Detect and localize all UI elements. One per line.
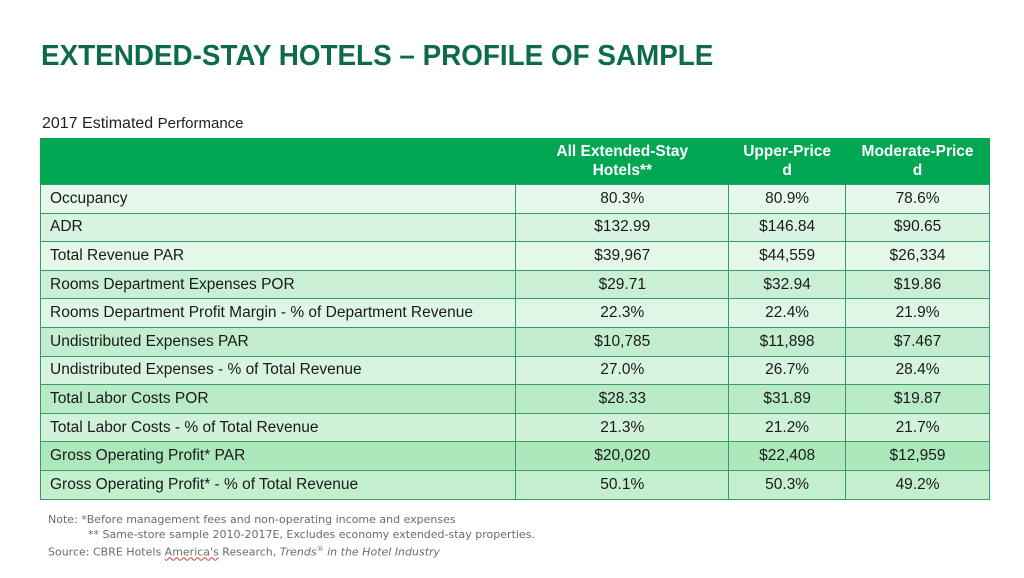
cell-all-extended-stay: $39,967: [515, 241, 730, 271]
source-italic: in the Hotel Industry: [323, 545, 441, 559]
cell-moderate-priced: $7.467: [845, 326, 990, 357]
table-row: Occupancy 80.3% 80.9% 78.6%: [39, 184, 990, 214]
cell-upper-priced: $31.89: [728, 384, 847, 414]
header-line: Hotels**: [592, 162, 652, 179]
cell-upper-priced: 22.4%: [728, 298, 847, 328]
cell-all-extended-stay: $28.33: [515, 384, 730, 414]
row-label: Total Labor Costs - % of Total Revenue: [39, 412, 517, 443]
source-mid: Research,: [218, 545, 280, 559]
cell-all-extended-stay: $29.71: [515, 269, 730, 300]
row-label: Gross Operating Profit* PAR: [39, 441, 517, 471]
source-line: Source: CBRE Hotels America's Research, …: [48, 542, 535, 560]
header-line: d: [912, 162, 923, 179]
cell-upper-priced: $32.94: [728, 269, 847, 300]
table-row: ADR $132.99 $146.84 $90.65: [39, 212, 990, 243]
header-line: d: [782, 162, 792, 179]
header-all-extended-stay: All Extended-Stay Hotels**: [515, 138, 730, 185]
cell-all-extended-stay: 21.3%: [515, 412, 730, 443]
row-label: Rooms Department Profit Margin - % of De…: [39, 298, 517, 328]
footnotes: Note: *Before management fees and non-op…: [48, 512, 535, 560]
cell-upper-priced: $11,898: [728, 326, 847, 357]
row-label: Gross Operating Profit* - % of Total Rev…: [39, 469, 517, 500]
cell-upper-priced: $44,559: [728, 241, 847, 271]
note-line-2: ** Same-store sample 2010-2017E, Exclude…: [88, 528, 535, 541]
row-label: Rooms Department Expenses POR: [39, 269, 517, 300]
header-metric: [39, 138, 517, 185]
header-line: All Extended-Stay: [556, 143, 689, 160]
header-line: Moderate-Price: [861, 143, 974, 160]
source-italic: Trends: [279, 545, 317, 559]
table-row: Rooms Department Expenses POR $29.71 $32.9…: [39, 269, 990, 300]
header-moderate-priced: Moderate-Price d: [845, 138, 990, 185]
cell-upper-priced: 26.7%: [728, 355, 847, 386]
table-body: Occupancy 80.3% 80.9% 78.6% ADR $132.99 $146.8…: [39, 184, 990, 500]
cell-moderate-priced: $26,334: [845, 241, 990, 271]
row-label: Total Revenue PAR: [39, 241, 517, 271]
row-label: Occupancy: [39, 184, 517, 214]
row-label: Total Labor Costs POR: [39, 384, 517, 414]
cell-upper-priced: 21.2%: [728, 412, 847, 443]
cell-all-extended-stay: 27.0%: [515, 355, 730, 386]
table-row: Rooms Department Profit Margin - % of De…: [39, 298, 990, 328]
cell-all-extended-stay: $10,785: [515, 326, 730, 357]
row-label: Undistributed Expenses PAR: [39, 326, 517, 357]
cell-moderate-priced: $19.87: [845, 384, 990, 414]
caption-small: Performance: [157, 115, 244, 132]
cell-all-extended-stay: 80.3%: [515, 184, 730, 214]
cell-moderate-priced: 21.9%: [845, 298, 990, 328]
table-row: Total Revenue PAR $39,967 $44,559 $26,334: [39, 241, 990, 271]
cell-moderate-priced: $12,959: [845, 441, 990, 471]
cell-moderate-priced: 49.2%: [845, 469, 990, 500]
cell-upper-priced: $146.84: [728, 212, 847, 243]
source-prefix: Source: CBRE Hotels: [48, 545, 165, 559]
cell-upper-priced: 50.3%: [728, 469, 847, 500]
cell-moderate-priced: $90.65: [845, 212, 990, 243]
table-row: Gross Operating Profit* PAR $20,020 $22,40…: [39, 441, 990, 471]
header-row: All Extended-Stay Hotels** Upper-Price d…: [39, 138, 990, 185]
cell-moderate-priced: 28.4%: [845, 355, 990, 386]
performance-table: All Extended-Stay Hotels** Upper-Price d…: [39, 138, 990, 500]
note-line-1: Note: *Before management fees and non-op…: [48, 513, 456, 526]
row-label: ADR: [39, 212, 517, 243]
header-line: Upper-Price: [743, 143, 832, 160]
table-row: Undistributed Expenses PAR $10,785 $11,898…: [39, 326, 990, 357]
table-row: Total Labor Costs - % of Total Revenue 21…: [39, 412, 990, 443]
caption-main: 2017 Estimated: [42, 115, 154, 132]
row-label: Undistributed Expenses - % of Total Reve…: [39, 355, 517, 386]
cell-all-extended-stay: 50.1%: [515, 469, 730, 500]
cell-moderate-priced: 78.6%: [845, 184, 990, 214]
cell-upper-priced: 80.9%: [728, 184, 847, 214]
table-row: Undistributed Expenses - % of Total Reve…: [39, 355, 990, 386]
cell-moderate-priced: $19.86: [845, 269, 990, 300]
table-caption: 2017 Estimated Performance: [42, 115, 244, 133]
cell-moderate-priced: 21.7%: [845, 412, 990, 443]
cell-all-extended-stay: $132.99: [515, 212, 730, 243]
slide-title: EXTENDED-STAY HOTELS – PROFILE OF SAMPLE: [41, 40, 714, 72]
header-upper-priced: Upper-Price d: [728, 138, 847, 185]
registered-mark: ®: [316, 545, 324, 553]
source-underlined: America's: [164, 545, 219, 559]
cell-all-extended-stay: 22.3%: [515, 298, 730, 328]
table-row: Gross Operating Profit* - % of Total Rev…: [39, 469, 990, 500]
cell-all-extended-stay: $20,020: [515, 441, 730, 471]
table-row: Total Labor Costs POR $28.33 $31.89 $19.87: [39, 384, 990, 414]
cell-upper-priced: $22,408: [728, 441, 847, 471]
